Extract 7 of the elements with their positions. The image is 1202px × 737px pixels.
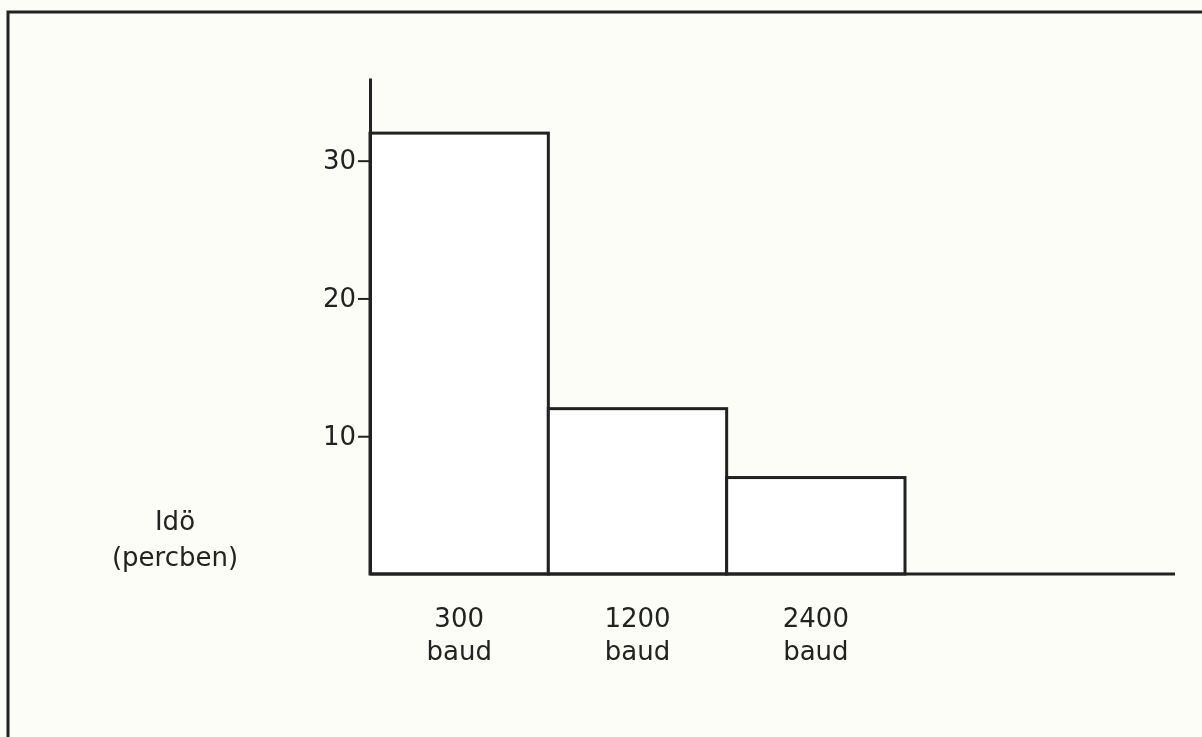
y-tick-label: 30 (322, 145, 356, 176)
y-tick-label: 10 (322, 421, 356, 452)
x-tick-label: 300 baud (426, 603, 492, 666)
y-tick-label: 20 (322, 283, 356, 314)
y-axis-title: Idö (percben) (111, 506, 239, 573)
x-tick-label: 1200 baud (604, 603, 671, 666)
x-tick-label: 2400 baud (782, 603, 849, 666)
